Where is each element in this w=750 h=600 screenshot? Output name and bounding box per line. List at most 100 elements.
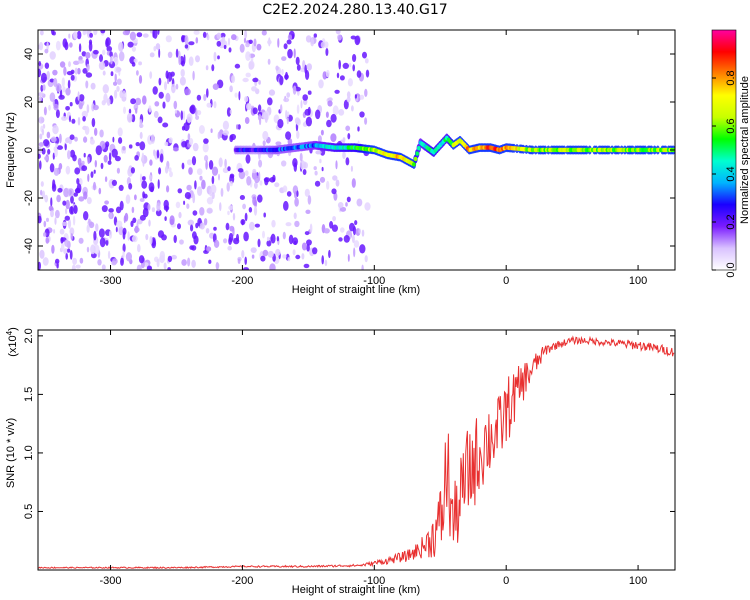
noise-dot (328, 249, 331, 259)
noise-dot (212, 83, 219, 90)
noise-dot (142, 33, 149, 38)
noise-dot (44, 194, 49, 203)
noise-dot (287, 138, 293, 146)
noise-dot (93, 49, 99, 55)
noise-dot (181, 141, 188, 148)
noise-dot (142, 95, 147, 105)
signal-trace (233, 133, 675, 169)
noise-dot (63, 187, 70, 198)
noise-dot (365, 69, 370, 78)
colorbar: 0.0 0.2 0.4 0.6 0.8 Normalized spectral ampl… (711, 29, 750, 278)
x-tick-label: 0 (503, 275, 509, 287)
noise-dot (40, 30, 44, 36)
noise-dot (281, 56, 287, 61)
noise-dot (55, 83, 62, 93)
noise-dot (111, 179, 117, 186)
noise-dot (118, 225, 124, 236)
signal-point (417, 146, 421, 151)
noise-dot (138, 255, 145, 264)
noise-dot (359, 111, 365, 118)
noise-dot (261, 111, 269, 120)
noise-dot (114, 73, 117, 83)
noise-dot (266, 236, 270, 242)
noise-dot (68, 61, 71, 68)
noise-dot (313, 33, 317, 38)
noise-dot (83, 211, 89, 221)
page-title: C2E2.2024.280.13.40.G17 (262, 2, 448, 18)
snr-plot: -300 -200 -100 0 100 0.5 1.0 1.5 2.0 Height of … (5, 327, 676, 596)
noise-dot (43, 139, 50, 147)
noise-dot (205, 160, 208, 170)
noise-dot (163, 262, 167, 270)
noise-region (38, 30, 371, 270)
noise-dot (263, 212, 267, 218)
noise-dot (158, 167, 162, 175)
noise-dot (131, 235, 138, 243)
noise-dot (173, 234, 177, 244)
noise-dot (305, 209, 311, 214)
noise-dot (78, 102, 83, 110)
noise-dot (339, 206, 347, 212)
y-tick-label: 0.5 (23, 504, 35, 519)
noise-dot (222, 167, 229, 174)
noise-dot (79, 94, 85, 102)
noise-dot (118, 137, 123, 144)
noise-dot (349, 62, 352, 68)
noise-dot (99, 54, 103, 63)
noise-dot (38, 92, 44, 97)
noise-dot (93, 169, 96, 174)
noise-dot (148, 182, 155, 193)
noise-dot (132, 217, 137, 224)
y-tick-label: 40 (23, 48, 35, 60)
noise-dot (325, 48, 329, 56)
noise-dot (123, 106, 126, 115)
noise-dot (148, 219, 151, 227)
noise-dot (86, 104, 90, 114)
x-tick-label: -200 (231, 575, 253, 587)
noise-dot (85, 52, 91, 59)
noise-dot (169, 171, 173, 178)
noise-dot (294, 197, 299, 207)
noise-dot (335, 160, 338, 170)
noise-dot (81, 165, 88, 172)
noise-dot (91, 117, 96, 128)
noise-dot (292, 85, 297, 95)
signal-point (412, 162, 416, 167)
noise-dot (283, 200, 289, 211)
noise-dot (87, 156, 91, 165)
noise-dot (350, 165, 353, 172)
noise-dot (323, 228, 330, 234)
noise-dot (62, 38, 68, 48)
noise-dot (262, 230, 265, 239)
signal-point (415, 151, 420, 156)
y-tick-label: 1.0 (23, 445, 35, 460)
noise-dot (109, 212, 113, 220)
noise-dot (361, 264, 364, 270)
noise-dot (53, 229, 56, 234)
noise-dot (38, 60, 41, 67)
noise-dot (213, 101, 217, 109)
noise-dot (333, 192, 338, 201)
noise-dot (180, 69, 185, 77)
noise-dot (111, 148, 118, 158)
noise-dot (81, 110, 88, 118)
noise-dot (56, 145, 64, 150)
noise-dot (243, 231, 249, 242)
noise-dot (40, 72, 47, 83)
noise-dot (125, 194, 131, 204)
noise-dot (299, 152, 303, 162)
noise-dot (155, 43, 161, 50)
noise-dot (77, 67, 81, 75)
noise-dot (102, 70, 106, 76)
noise-dot (168, 137, 173, 144)
noise-dot (59, 61, 66, 68)
noise-dot (277, 118, 284, 129)
noise-dot (40, 84, 44, 92)
noise-dot (72, 154, 77, 162)
noise-dot (229, 85, 233, 93)
noise-dot (244, 212, 248, 222)
noise-dot (54, 148, 58, 158)
noise-dot (248, 39, 253, 44)
noise-dot (174, 109, 177, 114)
noise-dot (81, 51, 87, 57)
